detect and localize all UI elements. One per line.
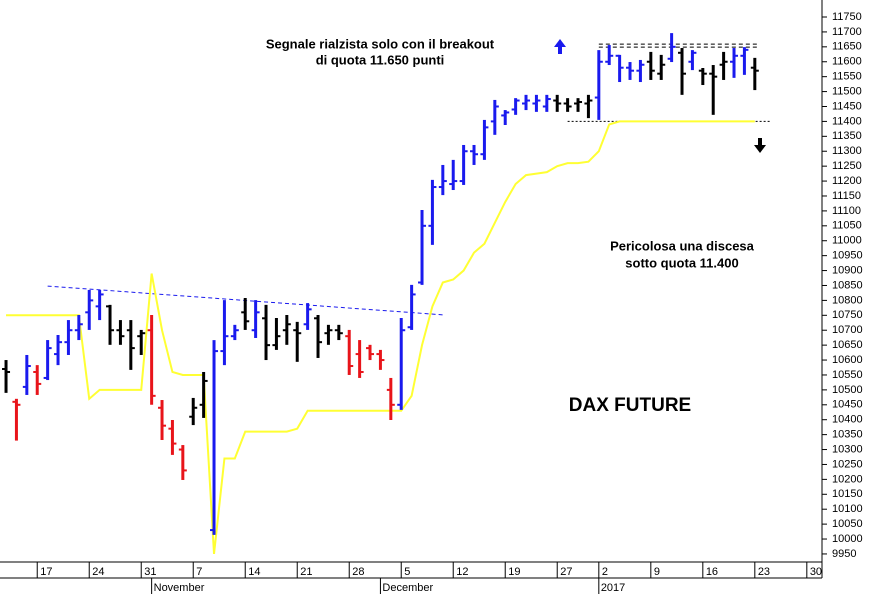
y-tick-label: 11750 [832,11,862,23]
up-arrow [554,39,566,54]
down-arrow [754,138,766,153]
y-tick-label: 11200 [832,175,862,187]
y-tick-label: 9950 [832,548,856,560]
stop-line [6,120,755,555]
y-tick-label: 10950 [832,250,863,262]
y-tick-label: 10700 [832,324,863,336]
y-tick-label: 11650 [832,41,862,53]
plot-area: 9950 10000 10050 10100 10150 10200 10250 10300 1… [2,11,863,594]
y-tick-label: 11500 [832,85,862,97]
x-tick-label: 7 [196,566,202,578]
y-tick-label: 10100 [832,503,863,515]
y-tick-label: 10500 [832,384,863,396]
y-tick-label: 10550 [832,369,863,381]
y-tick-label: 10800 [832,294,863,306]
month-label: 2017 [601,582,625,594]
y-tick-label: 10250 [832,458,863,470]
y-tick-label: 11600 [832,56,862,68]
month-label: November [154,582,205,594]
y-tick-label: 10150 [832,488,863,500]
x-tick-label: 23 [758,566,770,578]
y-tick-label: 10750 [832,309,863,321]
chart-title: DAX FUTURE [569,395,691,416]
annotation: Segnale rialzista solo con il breakout [266,36,495,51]
y-tick-label: 10350 [832,429,863,441]
y-tick-label: 11350 [832,130,862,142]
y-tick-label: 11000 [832,235,862,247]
y-tick-label: 10600 [832,354,863,366]
x-tick-label: 27 [560,566,572,578]
y-tick-label: 10300 [832,443,863,455]
annotation: Pericolosa una discesa [610,238,755,253]
x-tick-label: 2 [602,566,608,578]
annotation: di quota 11.650 punti [316,52,445,67]
x-tick-label: 17 [40,566,52,578]
x-tick-label: 31 [144,566,156,578]
y-tick-label: 11100 [832,205,861,217]
y-tick-label: 11300 [832,145,862,157]
x-tick-label: 28 [352,566,364,578]
x-tick-label: 5 [404,566,410,578]
x-tick-label: 30 [810,566,822,578]
y-tick-label: 11700 [832,26,862,38]
y-tick-label: 11250 [832,160,862,172]
y-tick-label: 10000 [832,533,863,545]
x-tick-label: 12 [456,566,468,578]
y-tick-label: 11450 [832,100,862,112]
y-tick-label: 11550 [832,71,862,83]
y-tick-label: 11400 [832,115,862,127]
annotation: sotto quota 11.400 [625,255,738,270]
x-tick-label: 16 [706,566,718,578]
y-tick-label: 10650 [832,339,863,351]
y-tick-label: 11050 [832,220,862,232]
y-tick-label: 10400 [832,414,863,426]
y-tick-label: 10050 [832,518,863,530]
x-tick-label: 14 [248,566,260,578]
y-tick-label: 10450 [832,399,863,411]
x-tick-label: 24 [92,566,104,578]
x-tick-label: 19 [508,566,520,578]
y-tick-label: 10200 [832,473,863,485]
x-tick-label: 21 [300,566,312,578]
y-tick-label: 11150 [832,190,861,202]
y-tick-label: 10850 [832,279,863,291]
y-tick-label: 10900 [832,264,863,276]
x-tick-label: 9 [654,566,660,578]
month-label: December [382,582,433,594]
